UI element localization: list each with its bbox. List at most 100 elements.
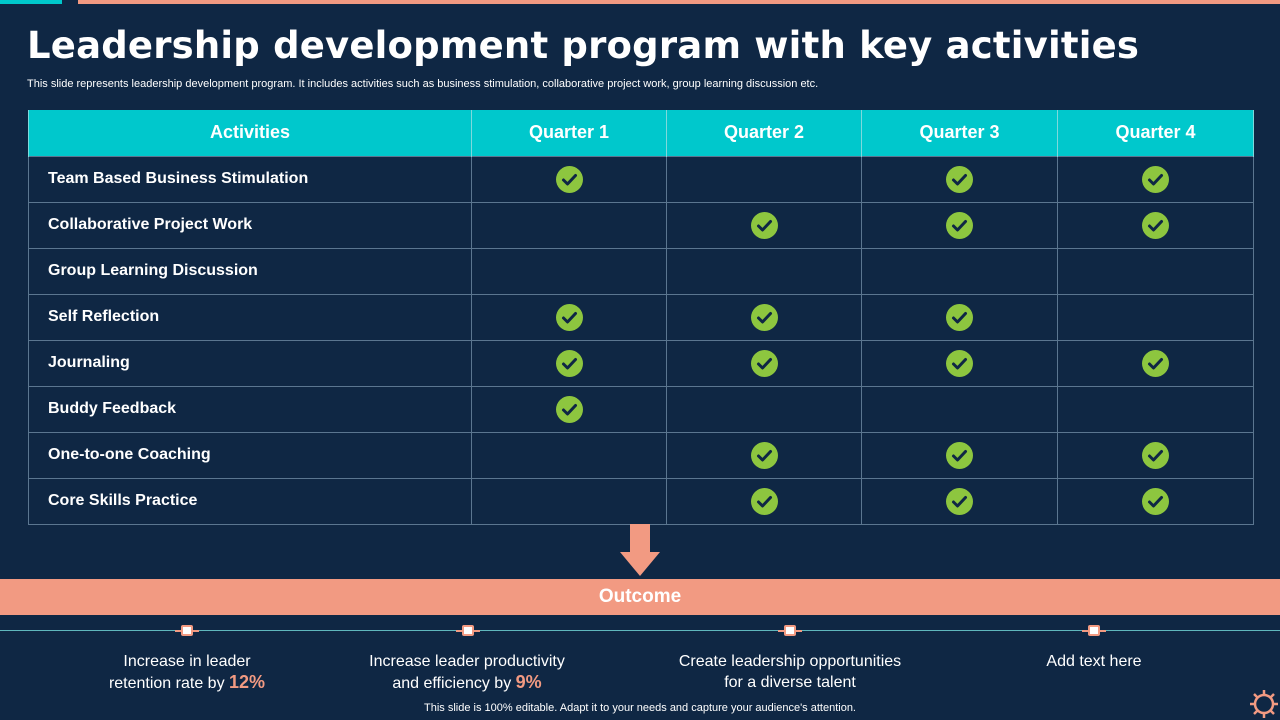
quarter-1-cell — [471, 431, 667, 479]
quarter-4-cell — [1057, 339, 1254, 387]
timeline-node-4 — [1082, 625, 1106, 636]
quarter-2-cell — [666, 293, 862, 341]
quarter-2-cell — [666, 339, 862, 387]
quarter-3-cell — [861, 431, 1058, 479]
check-circle-icon — [946, 487, 973, 515]
top-accent-bar — [0, 0, 1280, 4]
outcome-item-2-line2: and efficiency by — [392, 675, 516, 692]
table-row: Core Skills Practice — [28, 477, 1254, 525]
check-circle-icon — [1142, 211, 1169, 239]
header-activities: Activities — [28, 110, 472, 156]
outcome-item-3-line1: Create leadership opportunities — [678, 653, 902, 670]
check-circle-icon — [555, 165, 583, 193]
quarter-3-cell — [861, 155, 1058, 203]
top-accent-teal — [0, 0, 62, 4]
check-circle-icon — [946, 165, 973, 193]
table-row: Group Learning Discussion — [28, 247, 1254, 295]
check-circle-icon — [750, 441, 778, 469]
quarter-1-cell — [471, 477, 667, 525]
activity-label: Collaborative Project Work — [28, 201, 472, 249]
table-row: Buddy Feedback — [28, 385, 1254, 433]
activity-label: One-to-one Coaching — [28, 431, 472, 479]
check-circle-icon — [946, 441, 973, 469]
activity-label: Journaling — [28, 339, 472, 387]
check-circle-icon — [1142, 487, 1169, 515]
quarter-2-cell — [666, 385, 862, 433]
check-circle-icon — [1142, 349, 1169, 377]
outcome-item-4: Add text here — [974, 651, 1214, 672]
activity-label: Buddy Feedback — [28, 385, 472, 433]
quarter-3-cell — [861, 201, 1058, 249]
outcome-item-1-line1: Increase in leader — [123, 653, 251, 670]
activity-label: Core Skills Practice — [28, 477, 472, 525]
quarter-3-cell — [861, 293, 1058, 341]
footer-note: This slide is 100% editable. Adapt it to… — [424, 702, 856, 714]
quarter-2-cell — [666, 477, 862, 525]
check-circle-icon — [1142, 165, 1169, 193]
activity-label: Group Learning Discussion — [28, 247, 472, 295]
quarter-1-cell — [471, 201, 667, 249]
table-body: Team Based Business Stimulation Collabora… — [28, 155, 1254, 525]
outcome-item-1-highlight: 12% — [229, 672, 266, 692]
quarter-1-cell — [471, 339, 667, 387]
quarter-1-cell — [471, 385, 667, 433]
slide-title: Leadership development program with key … — [27, 24, 1140, 67]
quarter-2-cell — [666, 431, 862, 479]
table-header-row: Activities Quarter 1 Quarter 2 Quarter 3… — [28, 110, 1254, 156]
check-circle-icon — [946, 303, 973, 331]
quarter-3-cell — [861, 339, 1058, 387]
slide-subtitle: This slide represents leadership develop… — [27, 78, 819, 90]
quarter-3-cell — [861, 477, 1058, 525]
outcome-item-3: Create leadership opportunities for a di… — [670, 651, 910, 693]
quarter-4-cell — [1057, 477, 1254, 525]
quarter-2-cell — [666, 247, 862, 295]
timeline-node-3 — [778, 625, 802, 636]
quarter-4-cell — [1057, 293, 1254, 341]
outcome-item-1: Increase in leader retention rate by 12% — [67, 651, 307, 694]
check-circle-icon — [555, 303, 583, 331]
check-circle-icon — [946, 211, 973, 239]
table-row: Journaling — [28, 339, 1254, 387]
outcome-bar: Outcome — [0, 579, 1280, 615]
quarter-4-cell — [1057, 431, 1254, 479]
table-row: Self Reflection — [28, 293, 1254, 341]
quarter-4-cell — [1057, 155, 1254, 203]
quarter-3-cell — [861, 247, 1058, 295]
outcome-item-2-line1: Increase leader productivity — [369, 653, 565, 670]
header-quarter-2: Quarter 2 — [666, 110, 862, 156]
outcome-item-2-line2-wrap: and efficiency by 9% — [347, 672, 587, 694]
check-circle-icon — [750, 349, 778, 377]
outcome-timeline — [0, 630, 1280, 631]
down-arrow-icon — [620, 524, 660, 576]
outcome-item-2: Increase leader productivity and efficie… — [347, 651, 587, 694]
outcome-item-4-line1: Add text here — [1046, 653, 1142, 670]
outcome-item-2-highlight: 9% — [515, 672, 542, 692]
header-quarter-4: Quarter 4 — [1057, 110, 1254, 156]
check-circle-icon — [750, 211, 778, 239]
outcome-item-1-line2: retention rate by — [108, 675, 230, 692]
quarter-4-cell — [1057, 201, 1254, 249]
table-row: Collaborative Project Work — [28, 201, 1254, 249]
check-circle-icon — [1142, 441, 1169, 469]
quarter-2-cell — [666, 155, 862, 203]
quarter-4-cell — [1057, 385, 1254, 433]
outcome-item-1-line2-wrap: retention rate by 12% — [67, 672, 307, 694]
quarter-2-cell — [666, 201, 862, 249]
activity-label: Team Based Business Stimulation — [28, 155, 472, 203]
top-accent-salmon — [78, 0, 1280, 4]
check-circle-icon — [555, 349, 583, 377]
timeline-node-1 — [175, 625, 199, 636]
quarter-3-cell — [861, 385, 1058, 433]
quarter-1-cell — [471, 293, 667, 341]
activities-table: Activities Quarter 1 Quarter 2 Quarter 3… — [28, 110, 1254, 525]
header-quarter-3: Quarter 3 — [861, 110, 1058, 156]
check-circle-icon — [750, 303, 778, 331]
outcome-item-3-line2: for a diverse talent — [724, 674, 856, 691]
activity-label: Self Reflection — [28, 293, 472, 341]
check-circle-icon — [555, 395, 583, 423]
header-quarter-1: Quarter 1 — [471, 110, 667, 156]
table-row: One-to-one Coaching — [28, 431, 1254, 479]
quarter-1-cell — [471, 155, 667, 203]
quarter-4-cell — [1057, 247, 1254, 295]
check-circle-icon — [946, 349, 973, 377]
